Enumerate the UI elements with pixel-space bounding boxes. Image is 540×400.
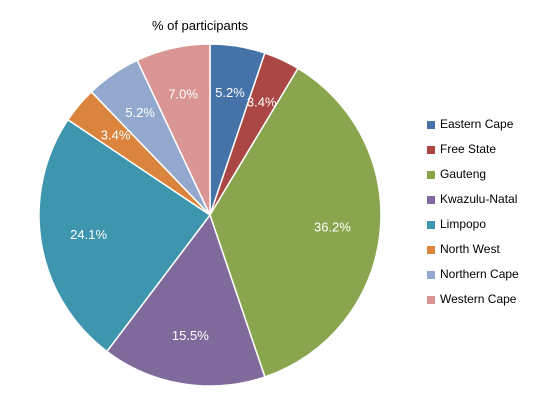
legend-swatch-kwazulu-natal	[427, 196, 435, 204]
pie-slices	[38, 43, 382, 387]
pie-slice-kwazulu-natal	[105, 213, 266, 387]
slice-label-limpopo: 24.1%	[70, 227, 107, 242]
legend-label-northern-cape: Northern Cape	[440, 267, 519, 281]
legend: Eastern Cape Free State Gauteng Kwazulu-Nat…	[427, 117, 519, 306]
legend-swatch-eastern-cape	[427, 121, 435, 129]
legend-swatch-gauteng	[427, 171, 435, 179]
slice-label-eastern-cape: 5.2%	[215, 85, 245, 100]
slice-label-gauteng: 36.2%	[314, 220, 351, 235]
legend-label-kwazulu-natal: Kwazulu-Natal	[440, 192, 517, 206]
chart-title: % of participants	[152, 18, 249, 33]
legend-swatch-north-west	[427, 246, 435, 254]
pie-slice-limpopo	[38, 118, 212, 353]
legend-label-free-state: Free State	[440, 142, 496, 156]
legend-label-gauteng: Gauteng	[440, 167, 486, 181]
legend-label-western-cape: Western Cape	[440, 292, 517, 306]
legend-swatch-limpopo	[427, 221, 435, 229]
slice-label-western-cape: 7.0%	[168, 86, 198, 101]
slice-label-kwazulu-natal: 15.5%	[172, 328, 209, 343]
slice-labels: 5.2%3.4%36.2%15.5%24.1%3.4%5.2%7.0%	[70, 85, 351, 343]
legend-label-limpopo: Limpopo	[440, 217, 486, 231]
legend-label-eastern-cape: Eastern Cape	[440, 117, 514, 131]
legend-swatch-northern-cape	[427, 271, 435, 279]
pie-slice-gauteng	[209, 67, 382, 378]
slice-label-northern-cape: 5.2%	[125, 105, 155, 120]
legend-swatch-western-cape	[427, 296, 435, 304]
legend-label-north-west: North West	[440, 242, 500, 256]
pie-slice-western-cape	[136, 43, 211, 216]
legend-swatch-free-state	[427, 146, 435, 154]
slice-label-north-west: 3.4%	[101, 127, 131, 142]
slice-label-free-state: 3.4%	[247, 95, 277, 110]
